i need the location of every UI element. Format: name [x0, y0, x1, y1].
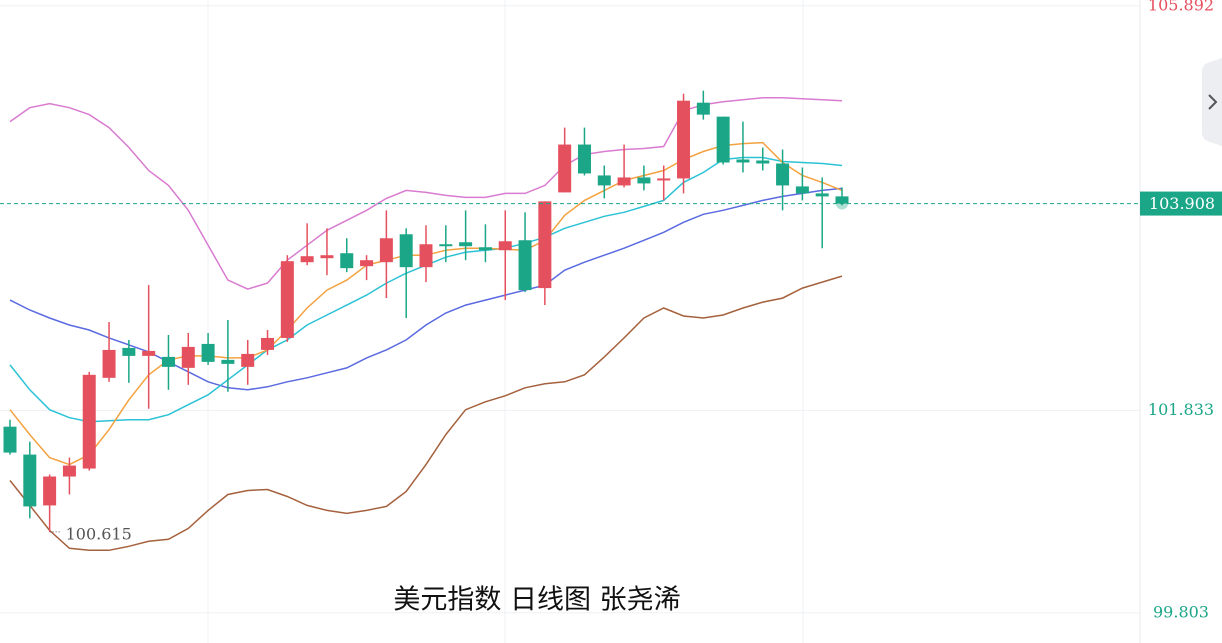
candle-body [597, 175, 611, 186]
candle-body [677, 100, 691, 179]
candle-body [320, 255, 334, 259]
candle-body [340, 253, 354, 269]
candle-body [637, 177, 651, 184]
candle-body [122, 347, 136, 356]
candle-body [379, 238, 393, 263]
candle-body [756, 160, 770, 164]
candle-body [43, 476, 57, 506]
candle-body [558, 144, 572, 193]
candle-body [518, 240, 532, 291]
toggle-icon[interactable] [1208, 94, 1218, 110]
y-tick-label: 99.803 [1153, 602, 1209, 621]
candle-body [399, 234, 413, 268]
candle-body [736, 159, 750, 163]
sidebar-toggle[interactable] [1202, 58, 1222, 146]
candle-body [3, 426, 17, 453]
candle-body [439, 244, 453, 247]
candle-body [261, 337, 275, 350]
candle-body [835, 196, 849, 204]
candle-body [300, 256, 314, 263]
candle-body [657, 178, 671, 181]
candle-body [538, 201, 552, 289]
toggle-tab[interactable] [1202, 58, 1222, 146]
candle-body [478, 247, 492, 251]
candle-body [815, 193, 829, 197]
last-price-box [1140, 191, 1222, 216]
candle-body [62, 465, 76, 477]
candle-body [716, 116, 730, 163]
candle-body [82, 374, 96, 469]
candle-body [419, 244, 433, 268]
chart-title: 美元指数 日线图 张尧浠 [393, 585, 680, 616]
indicator-line [9, 275, 843, 552]
y-tick-label: 101.833 [1148, 400, 1214, 419]
candle-body [280, 261, 294, 338]
candle-body [498, 241, 512, 251]
candle-body [181, 346, 195, 368]
candle-body [23, 454, 37, 507]
y-tick-label: 105.892 [1148, 0, 1214, 14]
candle-body [221, 359, 235, 364]
candle-body [161, 356, 175, 367]
candle-body [617, 177, 631, 186]
candle-body [577, 144, 591, 174]
candle-body [459, 242, 473, 247]
min-label: 100.615 [66, 524, 132, 543]
candle-body [102, 349, 116, 378]
candle-body [696, 102, 710, 115]
candle-body [776, 163, 790, 186]
candle-body [360, 260, 374, 267]
candle-body [795, 186, 809, 194]
last-price-dot [836, 197, 848, 210]
candle-body [201, 343, 215, 362]
plot-area: 99.803 101.833 105.892 103.908 100.615 [0, 0, 1222, 621]
candle-body [142, 350, 156, 356]
candle-body [241, 353, 255, 367]
last-price-label: 103.908 [1149, 194, 1215, 213]
